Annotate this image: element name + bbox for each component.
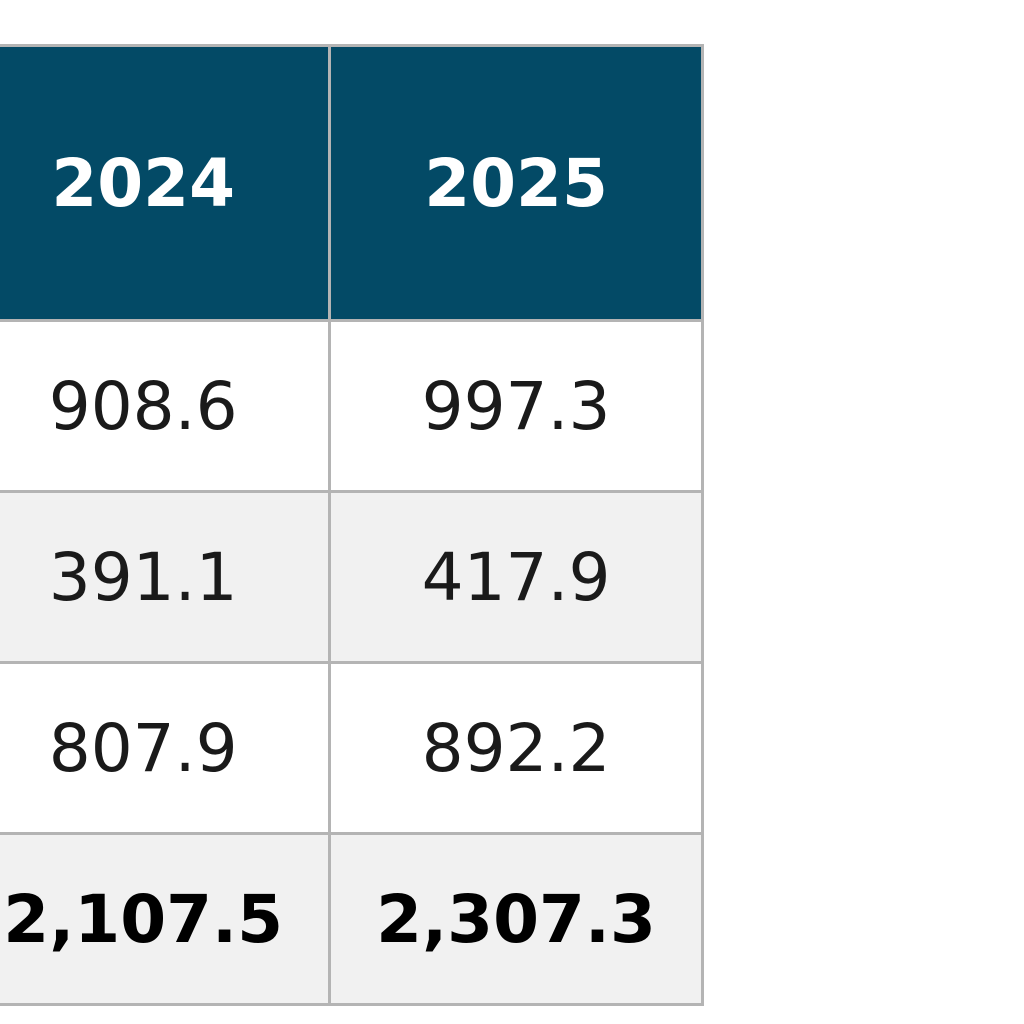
table-row: 2 807.9 892.2 [0, 661, 704, 835]
data-table: 3 2024 2025 6 908.6 997.3 1 391.1 417.9 … [0, 44, 704, 1006]
total-cell-2025: 2,307.3 [328, 832, 704, 1006]
table-cell: 997.3 [328, 319, 704, 493]
column-header-2024: 2024 [0, 44, 332, 322]
table-row: 1 391.1 417.9 [0, 490, 704, 664]
table-cell: 391.1 [0, 490, 332, 664]
total-cell-2024: 2,107.5 [0, 832, 332, 1006]
table-cell: 908.6 [0, 319, 332, 493]
table-cell: 807.9 [0, 661, 332, 835]
total-row: .9 2,107.5 2,307.3 [0, 832, 704, 1006]
table-cell: 892.2 [328, 661, 704, 835]
header-row: 3 2024 2025 [0, 44, 704, 322]
table-cell: 417.9 [328, 490, 704, 664]
table-row: 6 908.6 997.3 [0, 319, 704, 493]
column-header-2025: 2025 [328, 44, 704, 322]
